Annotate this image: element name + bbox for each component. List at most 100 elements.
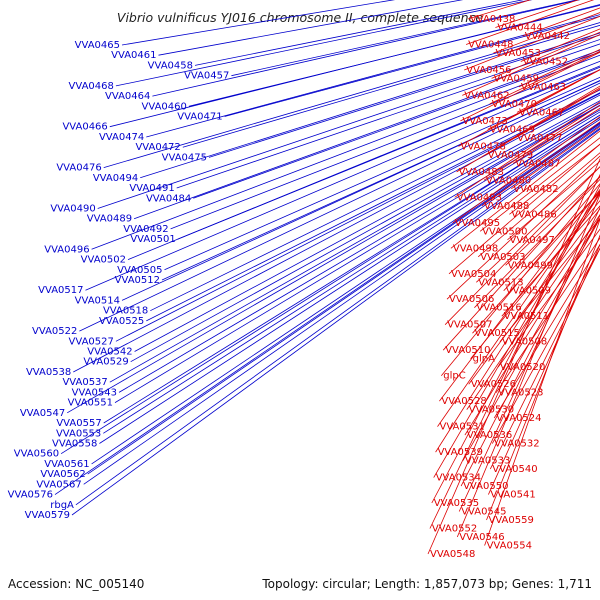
gene-leader-line [481,121,600,207]
gene-leader-line [109,4,600,128]
gene-leader-line [97,39,600,209]
gene-leader-line [431,184,600,504]
gene-leader-line [150,89,600,312]
gene-leader-line [442,175,600,351]
gene-leader-line [127,65,600,260]
reverse-gene-label: VVA0576 [8,490,53,501]
gene-leader-line [114,111,600,403]
reverse-gene-label: VVA0474 [99,132,144,143]
figure-title: Vibrio vulnificus YJ016 chromosome II, c… [116,10,484,25]
gene-leader-line [444,166,600,325]
reverse-gene-label: VVA0558 [52,439,97,450]
gene-leader-line [134,100,600,352]
gene-leader-line [60,114,600,455]
gene-leader-line [488,243,600,495]
reverse-gene-label: VVA0491 [129,183,174,194]
gene-leader-line [470,200,600,359]
reverse-gene-label: VVA0460 [142,101,187,112]
forward-gene-label: VVA0520 [500,362,545,373]
reverse-gene-label: VVA0527 [69,336,114,347]
reverse-gene-label: VVA0502 [81,255,126,266]
forward-gene-label: VVA0550 [463,481,508,492]
forward-gene-label: VVA0495 [455,218,500,229]
reverse-gene-label: VVA0514 [75,295,120,306]
gene-leader-line [427,157,600,555]
forward-gene-label: VVA0524 [496,413,541,424]
forward-gene-label: VVA0552 [432,524,477,535]
gene-leader-line [448,143,600,275]
gene-leader-line [437,192,600,427]
gene-leader-line [208,34,600,158]
gene-leader-line [486,234,600,521]
gene-leader-line [99,118,600,444]
forward-gene-label: VVA0456 [466,65,511,76]
gene-leader-line [440,183,600,376]
reverse-gene-label: VVA0537 [62,377,107,388]
gene-leader-line [130,102,600,363]
forward-gene-label: VVA0536 [467,430,512,441]
gene-leader-line [491,247,600,444]
gene-leader-line [83,124,600,485]
forward-gene-label: VVA0453 [496,48,541,59]
forward-gene-label: VVA0513 [478,277,523,288]
reverse-gene-label: VVA0457 [184,71,229,82]
forward-gene-label: VVA0486 [511,209,556,220]
gene-leader-line [193,51,600,199]
forward-gene-label: glpC [443,371,465,382]
forward-gene-label: VVA0487 [515,158,560,169]
reverse-gene-label: VVA0496 [44,244,89,255]
reverse-gene-label: VVA0542 [87,347,132,358]
reverse-gene-label: VVA0553 [56,428,101,439]
gene-leader-line [458,69,600,147]
reverse-gene-label: VVA0547 [20,408,65,419]
gene-leader-line [468,208,600,385]
gene-leader-line [54,122,600,495]
reverse-gene-label: rbgA [50,500,74,511]
gene-leader-line [115,0,533,87]
gene-leader-line [224,15,600,117]
forward-gene-label: VVA0507 [447,320,492,331]
reverse-gene-label: VVA0560 [14,449,59,460]
gene-leader-line [454,101,600,198]
gene-leader-line [472,190,600,334]
reverse-gene-label: VVA0557 [56,418,101,429]
reverse-gene-label: VVA0522 [32,326,77,337]
gene-leader-line [446,155,600,300]
forward-gene-label: VVA0452 [523,57,568,68]
gene-leader-line [103,117,600,434]
forward-gene-label: VVA0459 [494,73,539,84]
forward-gene-label: VVA0523 [498,388,543,399]
forward-gene-label: VVA0541 [490,490,535,501]
forward-gene-label: VVA0511 [504,311,549,322]
forward-gene-label: VVA0528 [441,396,486,407]
gene-leader-line [497,228,600,368]
gene-leader-line [505,176,600,266]
reverse-gene-label: VVA0461 [111,50,156,61]
reverse-gene-label: VVA0466 [62,122,107,133]
reverse-gene-label: VVA0471 [177,112,222,123]
forward-gene-label: VVA0442 [525,31,570,42]
gene-leader-line [140,32,600,179]
gene-leader-line [458,206,600,512]
gene-leader-line [109,104,600,383]
gene-leader-line [91,122,600,465]
reverse-gene-label: VVA0472 [135,142,180,153]
gene-leader-line [462,217,600,461]
gene-leader-line [71,128,600,516]
gene-leader-line [433,190,600,478]
gene-leader-line [452,116,600,224]
reverse-gene-label: VVA0525 [99,316,144,327]
reverse-gene-label: VVA0562 [40,469,85,480]
gene-leader-line [503,191,600,291]
forward-gene-label: VVA0559 [489,515,534,526]
reverse-gene-label: VVA0551 [68,398,113,409]
forward-gene-label: VVA0493 [457,192,502,203]
gene-leader-line [121,0,396,46]
forward-gene-label: VVA0509 [506,286,551,297]
reverse-gene-label: VVA0501 [130,234,175,245]
reverse-gene-label: VVA0484 [146,193,191,204]
gene-leader-line [499,217,600,342]
forward-gene-label: VVA0467 [519,107,564,118]
forward-gene-label: glpA [473,354,495,365]
reverse-gene-label: VVA0505 [117,265,162,276]
